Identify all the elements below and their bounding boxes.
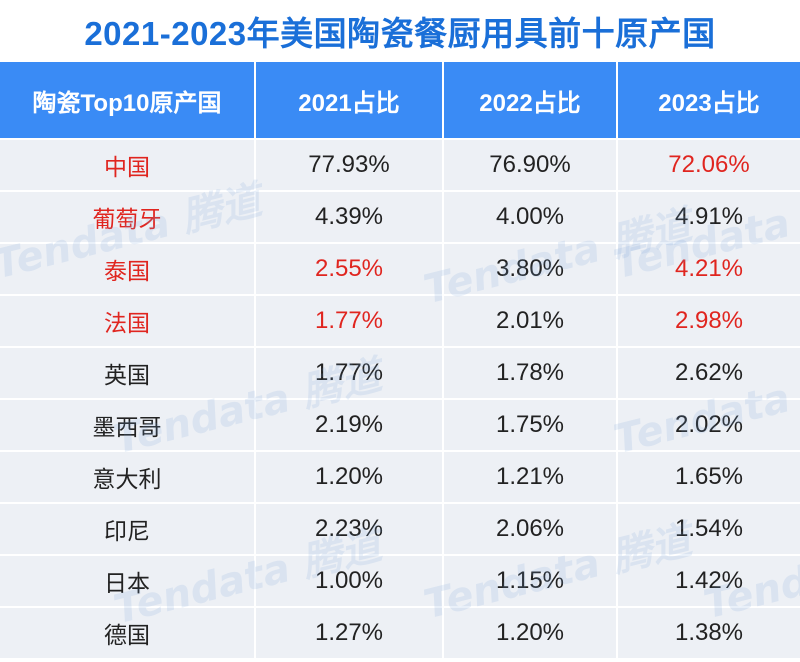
share-cell-2022: 1.21% bbox=[443, 450, 618, 503]
table-row: 日本 1.00% 1.15% 1.42% bbox=[0, 554, 800, 607]
header-2022: 2022占比 bbox=[443, 62, 618, 139]
share-cell-2021: 2.19% bbox=[255, 398, 444, 451]
table-row: 葡萄牙 4.39% 4.00% 4.91% bbox=[0, 190, 800, 243]
share-cell-2023: 2.98% bbox=[617, 294, 800, 347]
header-2021: 2021占比 bbox=[255, 62, 444, 139]
share-cell-2021: 1.00% bbox=[255, 554, 444, 607]
share-cell-2023: 1.42% bbox=[617, 554, 800, 607]
page-title: 2021-2023年美国陶瓷餐厨用具前十原产国 bbox=[84, 15, 716, 52]
share-cell-2023: 1.38% bbox=[617, 606, 800, 658]
country-cell: 德国 bbox=[0, 606, 256, 658]
header-country: 陶瓷Top10原产国 bbox=[0, 62, 256, 139]
table-row: 印尼 2.23% 2.06% 1.54% bbox=[0, 502, 800, 555]
share-cell-2021: 4.39% bbox=[255, 190, 444, 243]
share-cell-2022: 76.90% bbox=[443, 138, 618, 191]
table-row: 英国 1.77% 1.78% 2.62% bbox=[0, 346, 800, 399]
country-cell: 葡萄牙 bbox=[0, 190, 256, 243]
table-row: 意大利 1.20% 1.21% 1.65% bbox=[0, 450, 800, 503]
country-cell: 泰国 bbox=[0, 242, 256, 295]
share-cell-2023: 2.62% bbox=[617, 346, 800, 399]
country-cell: 英国 bbox=[0, 346, 256, 399]
country-cell: 印尼 bbox=[0, 502, 256, 555]
share-cell-2023: 2.02% bbox=[617, 398, 800, 451]
country-cell: 意大利 bbox=[0, 450, 256, 503]
share-cell-2021: 77.93% bbox=[255, 138, 444, 191]
country-cell: 日本 bbox=[0, 554, 256, 607]
share-cell-2021: 2.23% bbox=[255, 502, 444, 555]
share-cell-2021: 1.20% bbox=[255, 450, 444, 503]
table-row: 德国 1.27% 1.20% 1.38% bbox=[0, 606, 800, 658]
share-cell-2021: 1.77% bbox=[255, 346, 444, 399]
share-cell-2022: 2.06% bbox=[443, 502, 618, 555]
header-2023: 2023占比 bbox=[617, 62, 800, 139]
country-cell: 中国 bbox=[0, 138, 256, 191]
share-cell-2022: 1.15% bbox=[443, 554, 618, 607]
share-cell-2023: 4.21% bbox=[617, 242, 800, 295]
share-cell-2022: 4.00% bbox=[443, 190, 618, 243]
share-cell-2022: 1.78% bbox=[443, 346, 618, 399]
share-cell-2022: 1.75% bbox=[443, 398, 618, 451]
table-row: 墨西哥 2.19% 1.75% 2.02% bbox=[0, 398, 800, 451]
table-row: 法国 1.77% 2.01% 2.98% bbox=[0, 294, 800, 347]
data-table: 陶瓷Top10原产国 2021占比 2022占比 2023占比 中国 77.93%… bbox=[0, 62, 800, 658]
country-cell: 墨西哥 bbox=[0, 398, 256, 451]
share-cell-2022: 3.80% bbox=[443, 242, 618, 295]
share-cell-2023: 1.54% bbox=[617, 502, 800, 555]
share-cell-2023: 1.65% bbox=[617, 450, 800, 503]
share-cell-2021: 1.77% bbox=[255, 294, 444, 347]
share-cell-2022: 1.20% bbox=[443, 606, 618, 658]
share-cell-2022: 2.01% bbox=[443, 294, 618, 347]
country-cell: 法国 bbox=[0, 294, 256, 347]
share-cell-2021: 2.55% bbox=[255, 242, 444, 295]
table-row: 中国 77.93% 76.90% 72.06% bbox=[0, 138, 800, 191]
share-cell-2023: 4.91% bbox=[617, 190, 800, 243]
header-row: 陶瓷Top10原产国 2021占比 2022占比 2023占比 bbox=[0, 62, 800, 139]
share-cell-2023: 72.06% bbox=[617, 138, 800, 191]
share-cell-2021: 1.27% bbox=[255, 606, 444, 658]
table-row: 泰国 2.55% 3.80% 4.21% bbox=[0, 242, 800, 295]
